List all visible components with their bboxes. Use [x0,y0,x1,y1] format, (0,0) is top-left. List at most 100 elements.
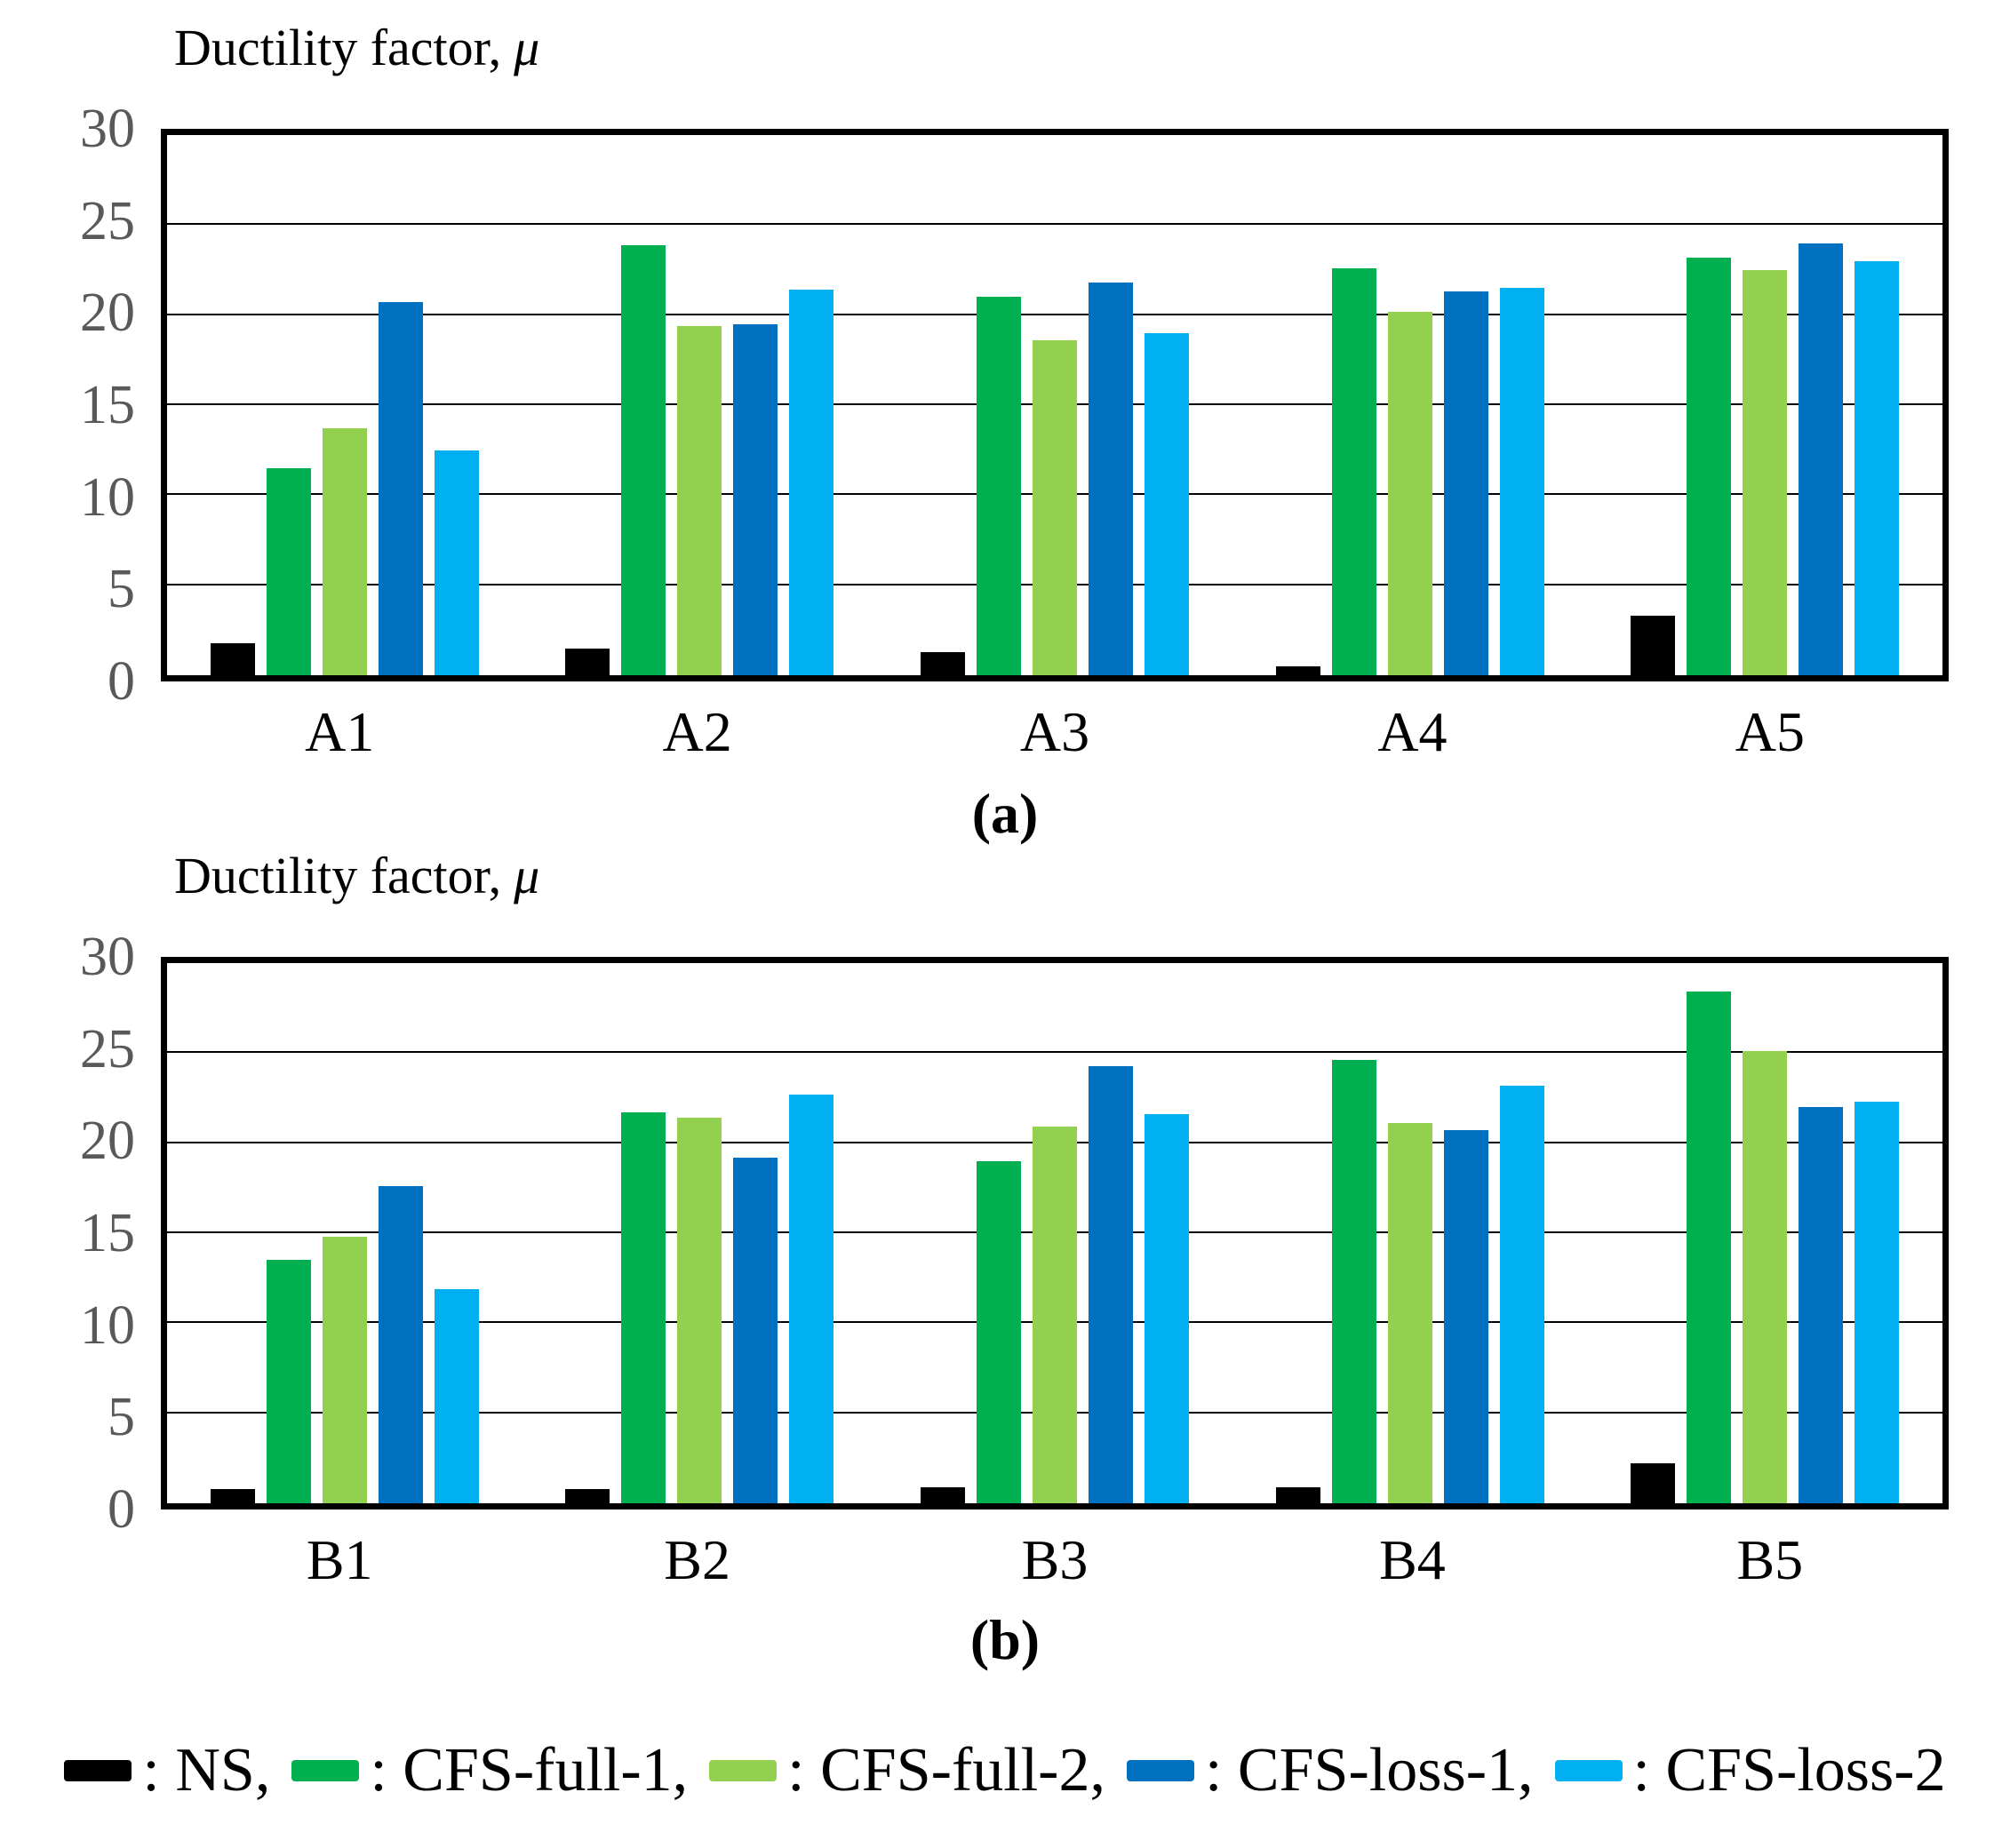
gridline-20 [167,313,1942,315]
bar-CFS-full-2-B5 [1743,1051,1788,1503]
bar-CFS-loss-1-B1 [378,1186,423,1503]
legend: : NS, : CFS-full-1, : CFS-full-2, : CFS-los… [0,1722,2010,1820]
bar-CFS-full-1-B2 [621,1112,666,1503]
legend-item-CFS-full-2: : CFS-full-2, [709,1740,1105,1802]
legend-swatch-CFS-full-2 [709,1760,778,1781]
x-category-label-B2: B2 [664,1528,730,1591]
bar-CFS-loss-2-A3 [1144,332,1189,675]
bar-CFS-loss-1-B5 [1799,1107,1844,1503]
bar-CFS-loss-1-B2 [733,1157,778,1503]
bar-CFS-full-2-A3 [1032,340,1077,675]
bar-CFS-full-1-A2 [621,244,666,675]
bar-group-A2 [522,135,878,675]
bar-CFS-full-2-A4 [1387,311,1432,675]
bar-CFS-full-1-B3 [976,1160,1021,1503]
legend-swatch-CFS-loss-2 [1554,1760,1623,1781]
y-tick-label-20: 20 [80,283,135,344]
bar-group-B2 [522,963,878,1503]
chart-a-y-axis: 0 5 10 15 20 25 30 [0,101,135,709]
bar-CFS-loss-2-B3 [1144,1114,1189,1503]
gridline-25 [167,1051,1942,1054]
legend-item-CFS-loss-2: : CFS-loss-2 [1554,1736,1946,1804]
legend-item-NS: : NS, [64,1740,270,1802]
bar-group-B4 [1232,963,1588,1503]
y-tick-label-10: 10 [80,1294,135,1356]
bar-CFS-loss-1-A5 [1799,243,1844,675]
y-tick-label-5: 5 [108,1387,135,1448]
bar-CFS-loss-2-B4 [1499,1085,1544,1503]
y-tick-label-0: 0 [108,1479,135,1540]
bar-NS-A3 [920,651,965,675]
bar-group-B3 [877,963,1232,1503]
bar-CFS-full-1-A1 [266,467,311,675]
y-tick-label-30: 30 [80,99,135,159]
bar-CFS-full-1-B4 [1331,1060,1376,1503]
bar-group-A3 [877,135,1232,675]
chart-b-y-axis: 0 5 10 15 20 25 30 [0,929,135,1537]
bar-group-A4 [1232,135,1588,675]
x-category-label-A5: A5 [1735,700,1805,763]
chart-b-caption: (b) [969,1608,1041,1671]
y-tick-label-30: 30 [80,927,135,987]
x-category-label-B5: B5 [1736,1528,1804,1591]
bar-NS-B1 [210,1488,255,1503]
bar-CFS-loss-1-B3 [1088,1065,1133,1503]
bar-CFS-loss-1-A1 [378,302,423,675]
bar-CFS-full-2-A5 [1743,270,1788,675]
x-category-label-A3: A3 [1019,700,1090,763]
bar-CFS-loss-1-A2 [733,323,778,675]
x-category-label-A1: A1 [305,700,375,763]
bar-NS-B2 [565,1488,610,1503]
bar-CFS-loss-2-A4 [1499,288,1544,675]
bar-CFS-loss-2-A5 [1854,260,1900,675]
y-tick-label-20: 20 [80,1111,135,1172]
bar-group-B1 [167,963,522,1503]
legend-swatch-NS [64,1760,132,1781]
bar-CFS-loss-1-A3 [1088,283,1133,675]
bar-CFS-loss-2-A1 [434,450,479,675]
legend-label-CFS-loss-2: : CFS-loss-2 [1632,1736,1946,1804]
mu-symbol: μ [514,847,540,904]
plot-area [161,957,1949,1509]
bar-NS-A4 [1275,665,1320,675]
bar-CFS-full-1-B5 [1687,992,1732,1503]
y-tick-label-10: 10 [80,466,135,528]
bar-CFS-loss-2-B5 [1854,1102,1900,1503]
bar-CFS-full-1-A4 [1331,267,1376,675]
bar-CFS-full-2-B3 [1032,1127,1077,1503]
bar-CFS-full-2-B1 [322,1237,367,1503]
bar-CFS-full-1-A5 [1687,257,1732,675]
bar-CFS-loss-2-A2 [789,290,834,675]
legend-item-CFS-full-1: : CFS-full-1, [291,1740,688,1802]
x-category-label-A2: A2 [662,700,732,763]
bar-CFS-full-2-A2 [677,325,722,675]
chart-a-title-text: Ductility factor, [174,19,502,76]
x-category-label-B1: B1 [306,1528,373,1591]
bar-CFS-loss-1-B4 [1443,1130,1488,1503]
chart-b-x-axis: B1 B2 B3 B4 B5 [161,1532,1949,1589]
x-category-label-A4: A4 [1377,700,1448,763]
bar-NS-A2 [565,648,610,675]
y-tick-label-15: 15 [80,1203,135,1263]
chart-a-x-axis: A1 A2 A3 A4 A5 [161,704,1949,761]
y-tick-label-25: 25 [80,190,135,251]
bar-CFS-full-2-B4 [1387,1123,1432,1503]
legend-label-CFS-full-1: : CFS-full-1, [370,1736,689,1804]
legend-label-CFS-full-2: : CFS-full-2, [787,1736,1105,1804]
bar-CFS-loss-1-A4 [1443,291,1488,675]
y-tick-label-5: 5 [108,559,135,620]
bar-CFS-full-2-A1 [322,428,367,675]
y-tick-label-0: 0 [108,651,135,712]
bar-group-A5 [1587,135,1942,675]
x-category-label-B3: B3 [1021,1528,1089,1591]
legend-label-CFS-loss-1: : CFS-loss-1, [1204,1736,1534,1804]
chart-b-title-text: Ductility factor, [174,847,502,904]
legend-swatch-CFS-loss-1 [1126,1760,1194,1781]
bar-group-B5 [1587,963,1942,1503]
x-category-label-B4: B4 [1379,1528,1446,1591]
chart-b-title: Ductility factor, μ [174,846,539,905]
chart-a-title: Ductility factor, μ [174,18,539,77]
plot-area [161,129,1949,681]
y-tick-label-15: 15 [80,375,135,435]
